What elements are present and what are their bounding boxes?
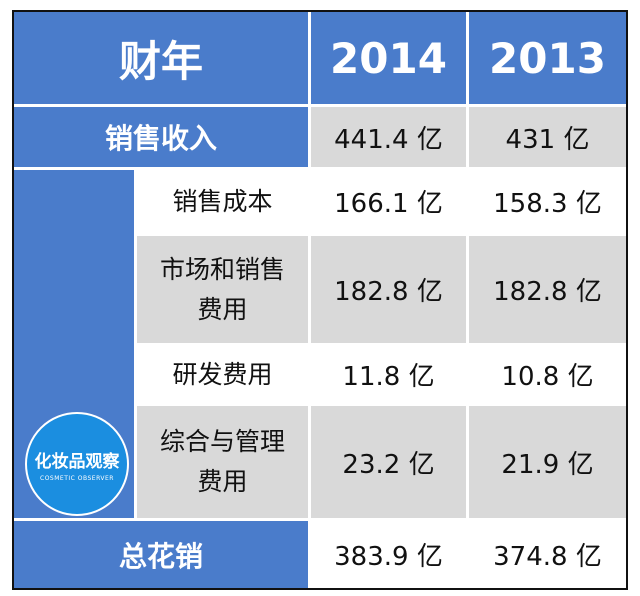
value-cell: 10.8 亿 [469, 346, 626, 403]
row-label: 市场和销售费用 [137, 236, 308, 343]
row-label: 销售收入 [14, 107, 308, 167]
value-cell: 431 亿 [469, 107, 626, 167]
value-cell: 182.8 亿 [311, 236, 466, 343]
value-cell: 21.9 亿 [469, 406, 626, 518]
value-cell: 11.8 亿 [311, 346, 466, 403]
logo-tagline: COSMETIC OBSERVER [40, 474, 114, 482]
logo-name: 化妆品观察 [34, 451, 120, 472]
value-cell: 158.3 亿 [469, 170, 626, 233]
logo: 化妆品观察 COSMETIC OBSERVER [25, 412, 129, 516]
value-cell: 374.8 亿 [469, 521, 626, 588]
row-label: 销售成本 [137, 170, 308, 233]
value-cell: 383.9 亿 [311, 521, 466, 588]
label-text: 市场和销售费用 [159, 254, 285, 324]
header-cell: 2014 [311, 12, 466, 104]
header-cell: 2013 [469, 12, 626, 104]
row-label: 研发费用 [137, 346, 308, 403]
label-text: 销售成本 [172, 186, 273, 216]
label-text: 研发费用 [172, 359, 273, 389]
row-label: 综合与管理费用 [137, 406, 308, 518]
label-text: 综合与管理费用 [159, 427, 285, 496]
value-cell: 182.8 亿 [469, 236, 626, 343]
row-label: 总花销 [14, 521, 308, 588]
header-cell: 财年 [14, 12, 308, 104]
value-cell: 166.1 亿 [311, 170, 466, 233]
value-cell: 23.2 亿 [311, 406, 466, 518]
value-cell: 441.4 亿 [311, 107, 466, 167]
table-frame [12, 10, 628, 590]
